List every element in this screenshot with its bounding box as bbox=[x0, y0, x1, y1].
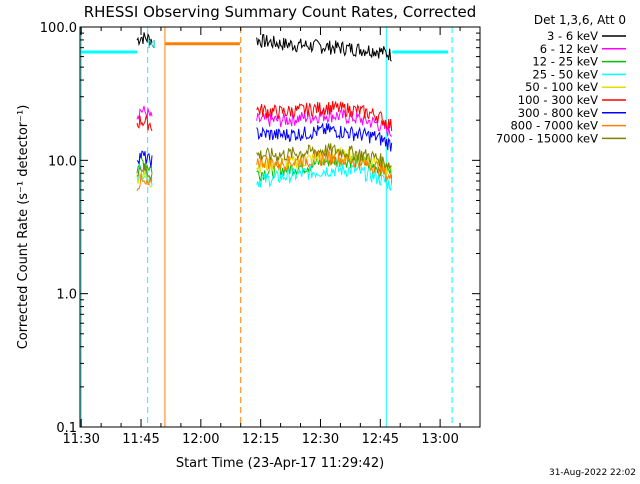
series-1-segment-2 bbox=[256, 33, 392, 62]
series-4-segment-2 bbox=[256, 162, 393, 192]
legend-label-6: 100 - 300 keV bbox=[518, 93, 598, 107]
chart-title: RHESSI Observing Summary Count Rates, Co… bbox=[84, 3, 477, 21]
series-1-segment-1 bbox=[136, 32, 153, 47]
series-8-segment-1 bbox=[136, 174, 153, 192]
y-tick-label-1: 0.1 bbox=[56, 421, 77, 436]
series-7 bbox=[136, 122, 393, 168]
series-7-segment-2 bbox=[256, 122, 393, 152]
y-tick-label-3: 10.0 bbox=[48, 154, 77, 169]
series-5-segment-1 bbox=[136, 170, 153, 188]
series-9 bbox=[136, 143, 392, 181]
x-tick-label-5: 12:30 bbox=[302, 432, 339, 447]
x-axis-label: Start Time (23-Apr-17 11:29:42) bbox=[176, 456, 384, 471]
x-tick-label-4: 12:15 bbox=[242, 432, 279, 447]
legend-title: Det 1,3,6, Att 0 bbox=[534, 13, 626, 27]
series-9-segment-2 bbox=[256, 143, 392, 170]
legend-label-5: 50 - 100 keV bbox=[525, 80, 598, 94]
legend-label-7: 300 - 800 keV bbox=[518, 106, 598, 120]
series-8 bbox=[136, 42, 393, 192]
x-tick-label-6: 12:45 bbox=[362, 432, 399, 447]
plot-frame bbox=[79, 26, 481, 428]
series-9-segment-1 bbox=[136, 163, 153, 181]
legend-label-3: 12 - 25 keV bbox=[532, 55, 598, 69]
y-tick-label-4: 100.0 bbox=[40, 21, 77, 36]
series-6 bbox=[136, 100, 393, 132]
x-tick-label-2: 11:45 bbox=[122, 432, 159, 447]
x-tick-label-1: 11:30 bbox=[62, 432, 99, 447]
legend-label-9: 7000 - 15000 keV bbox=[496, 131, 598, 145]
series-6-segment-2 bbox=[256, 100, 393, 132]
series-4 bbox=[136, 162, 393, 192]
legend-label-4: 25 - 50 keV bbox=[532, 67, 598, 81]
flag-label: N bbox=[148, 38, 156, 51]
series-8-segment-3 bbox=[256, 149, 393, 184]
plot-area: N bbox=[80, 27, 453, 427]
series-1 bbox=[136, 32, 392, 62]
y-axis-label: Corrected Count Rate (s⁻¹ detector⁻¹) bbox=[16, 105, 31, 350]
plot-clip-group bbox=[80, 27, 453, 427]
series-4-segment-1 bbox=[136, 164, 153, 186]
series-7-segment-1 bbox=[136, 150, 153, 168]
y-tick-label-2: 1.0 bbox=[56, 288, 77, 303]
series-6-segment-1 bbox=[136, 115, 153, 132]
axes: 0.1 1.0 10.0 100.0 11:30 11:45 12:00 12:15 12:30… bbox=[40, 21, 481, 447]
legend-label-2: 6 - 12 keV bbox=[540, 42, 598, 56]
legend-label-1: 3 - 6 keV bbox=[547, 29, 598, 43]
legend-label-8: 800 - 7000 keV bbox=[510, 119, 598, 133]
series-2-segment-1 bbox=[136, 105, 153, 120]
x-tick-label-3: 12:00 bbox=[182, 432, 219, 447]
footer-date: 31-Aug-2022 22:02 bbox=[549, 468, 636, 478]
x-tick-label-7: 13:00 bbox=[421, 432, 458, 447]
